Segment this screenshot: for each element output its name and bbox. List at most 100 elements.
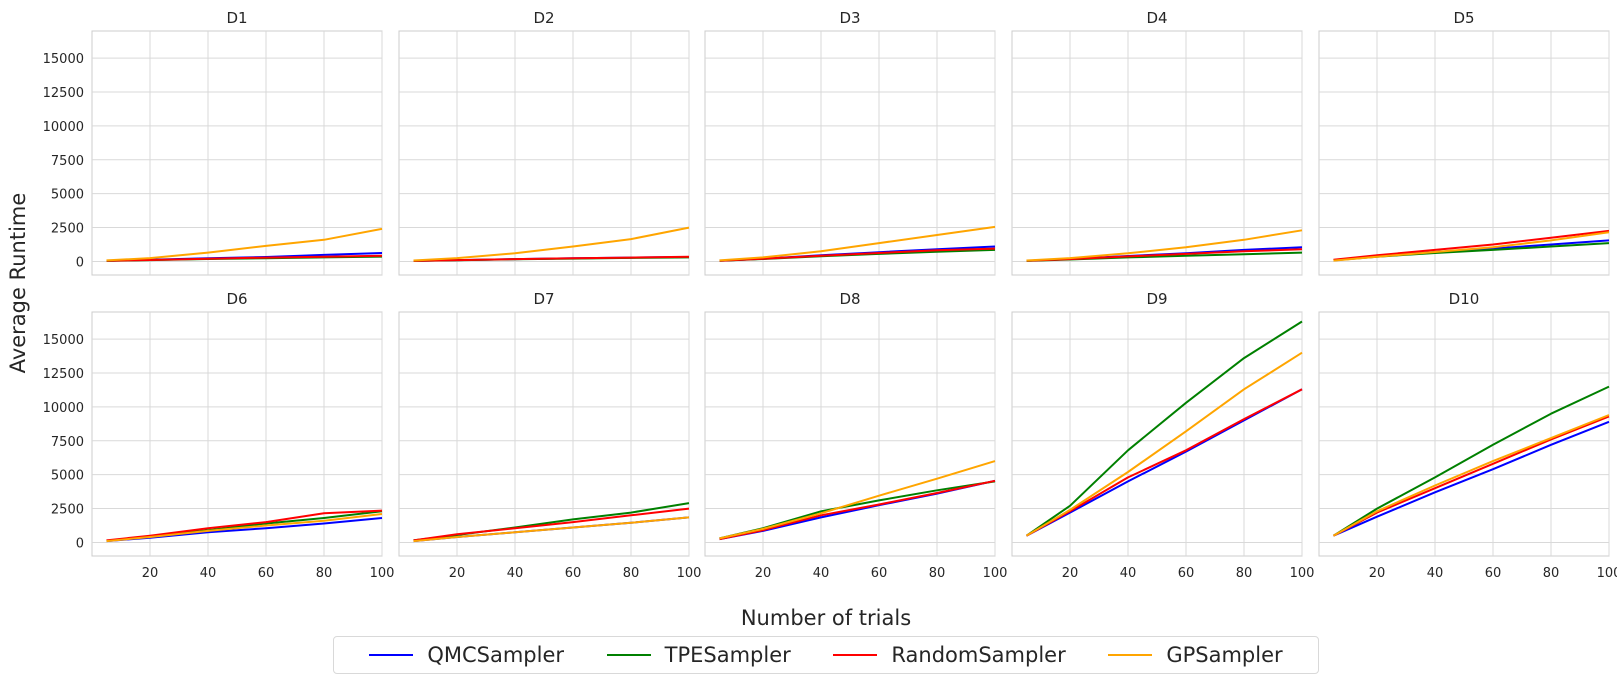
series-line-randomsampler [1026,388,1303,537]
x-tick-label: 40 [507,566,524,581]
legend-entry-tpesampler: TPESampler [606,643,791,667]
x-tick-label: 40 [1427,566,1444,581]
series-line-randomsampler [106,509,383,542]
y-tick-label: 2500 [51,503,84,518]
legend-label: TPESampler [664,643,791,667]
x-tick-label: 100 [1597,566,1617,581]
subplot-d10: 20 40 60 80 100 D10 [1318,290,1617,581]
subplot-title: D8 [839,290,860,308]
y-tick-label: 5000 [51,469,84,484]
x-axis-label: Number of trials [741,606,911,630]
series-line-randomsampler [1333,229,1610,261]
y-tick-label: 5000 [51,188,84,203]
legend-swatch [369,654,414,656]
legend-swatch [1108,654,1153,656]
subplot-title: D10 [1449,290,1480,308]
plot-area [398,30,690,276]
series-line-tpesampler [1332,385,1610,537]
subplot-title: D7 [533,290,554,308]
subplot-title: D9 [1146,290,1167,308]
y-tick-label: 0 [76,536,84,551]
y-tick-label: 10000 [43,401,84,416]
series-line-gpsampler [106,513,383,543]
x-tick-label: 40 [813,566,830,581]
legend-entry-gpsampler: GPSampler [1108,643,1283,667]
subplot-title: D6 [226,290,247,308]
plot-area [704,311,996,557]
series-line-qmcsampler [1333,420,1610,537]
y-tick-label: 7500 [51,435,84,450]
subplot-d4: D4 [1011,9,1303,276]
series-line-gpsampler [1025,351,1303,537]
series-line-gpsampler [1026,229,1303,262]
x-tick-label: 20 [142,566,159,581]
x-tick-label: 20 [755,566,772,581]
x-tick-label: 100 [677,566,702,581]
series-line-randomsampler [106,254,383,262]
subplot-d5: D5 [1318,9,1610,276]
x-tick-label: 20 [449,566,466,581]
plot-area [91,30,383,276]
series-line-gpsampler [1333,231,1610,262]
legend-label: QMCSampler [427,643,564,667]
x-tick-label: 80 [1236,566,1253,581]
subplot-d6: 20 40 60 80 100 0 2500 5000 7500 10000 12500 15000 D… [43,290,395,581]
subplot-title: D2 [533,9,554,27]
y-tick-label: 12500 [43,367,84,382]
x-tick-label: 80 [316,566,333,581]
x-tick-label: 40 [200,566,217,581]
subplot-title: D1 [226,9,247,27]
legend-swatch [606,654,651,656]
series-line-gpsampler [719,225,996,262]
legend-swatch [833,654,878,656]
series-line-randomsampler [719,247,996,262]
x-tick-label: 60 [565,566,582,581]
x-tick-label: 80 [623,566,640,581]
x-tick-label: 100 [983,566,1008,581]
series-line-randomsampler [719,479,996,541]
series-line-gpsampler [106,227,383,262]
legend-label: GPSampler [1166,643,1283,667]
subplot-d8: 20 40 60 80 100 D8 [704,290,1008,581]
series-line-gpsampler [1333,414,1610,537]
x-tick-label: 20 [1369,566,1386,581]
series-line-gpsampler [413,516,690,543]
subplot-title: D3 [839,9,860,27]
y-axis-label: Average Runtime [6,193,30,374]
legend-entry-qmcsampler: QMCSampler [369,643,564,667]
subplot-d1: 0 2500 5000 7500 10000 12500 15000 D1 [43,9,383,276]
plot-area [704,30,996,276]
series-line-tpesampler [1025,320,1303,537]
series-line-randomsampler [413,507,690,542]
legend-entry-randomsampler: RandomSampler [833,643,1066,667]
plot-area [1318,30,1610,276]
subplot-d9: 20 40 60 80 100 D9 [1011,290,1315,581]
legend-label: RandomSampler [891,643,1066,667]
y-tick-label: 10000 [43,120,84,135]
y-tick-label: 2500 [51,222,84,237]
series-line-gpsampler [413,226,690,262]
x-tick-label: 40 [1120,566,1137,581]
subplot-title: D5 [1453,9,1474,27]
y-tick-label: 7500 [51,154,84,169]
plot-area [398,311,690,557]
y-tick-label: 15000 [43,333,84,348]
series-line-randomsampler [413,255,690,262]
x-tick-label: 60 [258,566,275,581]
y-tick-label: 15000 [43,52,84,67]
x-tick-label: 80 [929,566,946,581]
series-line-gpsampler [719,460,996,540]
plot-area [1011,30,1303,276]
y-tick-label: 0 [76,255,84,270]
x-tick-label: 100 [1290,566,1315,581]
plot-area [91,311,383,557]
x-tick-label: 60 [1485,566,1502,581]
subplot-grid: 0 2500 5000 7500 10000 12500 15000 D1 D2 D3 D4 D5 20… [43,9,1617,581]
y-tick-label: 12500 [43,86,84,101]
legend: QMCSampler TPESampler RandomSampler GPSa… [333,636,1319,674]
x-tick-label: 60 [871,566,888,581]
subplot-title: D4 [1146,9,1167,27]
subplot-d3: D3 [704,9,996,276]
subplot-d2: D2 [398,9,690,276]
x-tick-label: 80 [1543,566,1560,581]
